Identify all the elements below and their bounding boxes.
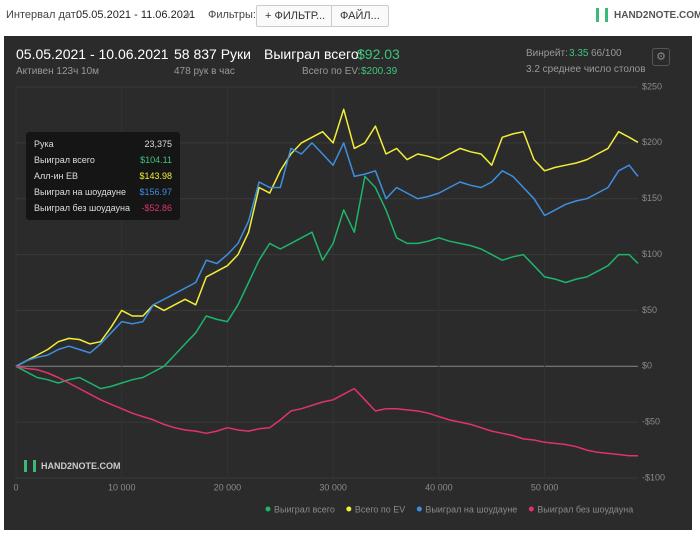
graph-panel: -$100 -$50 $0 $50 $100 $150 $200 $250 0 10 000 20 … <box>4 36 692 530</box>
watermark-icon <box>24 460 36 472</box>
won-label: Выиграл всего: <box>264 46 363 62</box>
tooltip-row: Выиграл на шоудауне $156.97 <box>26 184 180 200</box>
x-tick-label: 40 000 <box>425 482 453 492</box>
tooltip-row: Выиграл без шоудауна -$52.86 <box>26 200 180 216</box>
tooltip-label: Выиграл без шоудауна <box>34 203 130 213</box>
tooltip-value: $143.98 <box>139 171 172 181</box>
tooltip-row: Выиграл всего $104.11 <box>26 152 180 168</box>
series-line <box>15 108 639 367</box>
x-tick-label: 50 000 <box>531 482 559 492</box>
y-tick-label: $100 <box>642 249 662 259</box>
date-value[interactable]: 05.05.2021 - 11.06.2021 <box>76 9 196 21</box>
hands-rate: 478 рук в час <box>174 66 235 77</box>
tooltip-label: Выиграл на шоудауне <box>34 187 126 197</box>
tables: 3.2 среднее число столов <box>526 64 646 75</box>
legend-label: Выиграл на шоудауне <box>425 504 517 514</box>
plus-icon: + <box>265 10 275 22</box>
filter-button-text: ФИЛЬТР... <box>274 10 326 22</box>
legend-marker <box>416 506 422 512</box>
y-tick-label: $0 <box>642 361 652 371</box>
settings-icon[interactable]: ⚙ <box>652 48 670 66</box>
tooltip-row: Алл-ин ЕВ $143.98 <box>26 168 180 184</box>
series-line <box>15 142 639 367</box>
legend-marker <box>265 506 271 512</box>
chart: -$100 -$50 $0 $50 $100 $150 $200 $250 0 10 000 20 … <box>13 81 665 514</box>
y-tick-label: $250 <box>642 81 662 91</box>
x-tick-label: 30 000 <box>319 482 347 492</box>
filters-label: Фильтры: <box>208 9 256 21</box>
ev-value: $200.39 <box>361 66 398 77</box>
tooltip-label: Рука <box>34 139 54 149</box>
legend-marker <box>346 506 352 512</box>
active-time: Активен 123ч 10м <box>16 66 100 77</box>
tooltip: Рука 23,375 Выиграл всего $104.11 Алл-ин ЕВ $… <box>26 132 180 220</box>
legend-marker <box>528 506 534 512</box>
x-tick-label: 20 000 <box>214 482 242 492</box>
y-tick-label: -$50 <box>642 417 660 427</box>
y-tick-label: -$100 <box>642 472 665 482</box>
series-line <box>15 365 638 457</box>
tooltip-label: Выиграл всего <box>34 155 95 165</box>
tooltip-value: 23,375 <box>144 139 172 149</box>
ev-label: Всего по EV: <box>302 66 361 77</box>
legend-label: Выиграл без шоудауна <box>537 504 633 514</box>
logo: HAND2NOTE.COM <box>614 10 700 21</box>
legend-label: Всего по EV <box>355 504 405 514</box>
y-tick-label: $150 <box>642 193 662 203</box>
y-tick-label: $200 <box>642 137 662 147</box>
file-button[interactable]: ФАЙЛ... <box>331 5 389 27</box>
winrate-label: Винрейт: <box>526 48 568 59</box>
hands: 58 837 Руки <box>174 46 251 62</box>
tooltip-row: Рука 23,375 <box>26 136 180 152</box>
y-tick-label: $50 <box>642 305 657 315</box>
tooltip-value: $156.97 <box>139 187 172 197</box>
dropdown-arrow: ▾ <box>185 10 191 22</box>
date-label: Интервал дат: <box>6 9 79 21</box>
winrate-value: 3.35 <box>569 48 589 59</box>
series-line <box>15 175 639 390</box>
winrate-unit: 66/100 <box>591 48 622 59</box>
x-tick-label: 0 <box>13 482 18 492</box>
tooltip-label: Алл-ин ЕВ <box>34 171 79 181</box>
tooltip-value: -$52.86 <box>141 203 172 213</box>
won-value: $92.03 <box>357 46 400 62</box>
period: 05.05.2021 - 10.06.2021 <box>16 46 169 62</box>
legend-label: Выиграл всего <box>274 504 335 514</box>
logo-icon <box>596 8 608 22</box>
x-tick-label: 10 000 <box>108 482 136 492</box>
watermark: HAND2NOTE.COM <box>41 461 121 471</box>
tooltip-value: $104.11 <box>140 155 172 165</box>
filter-button[interactable]: + ФИЛЬТР... <box>256 5 335 27</box>
